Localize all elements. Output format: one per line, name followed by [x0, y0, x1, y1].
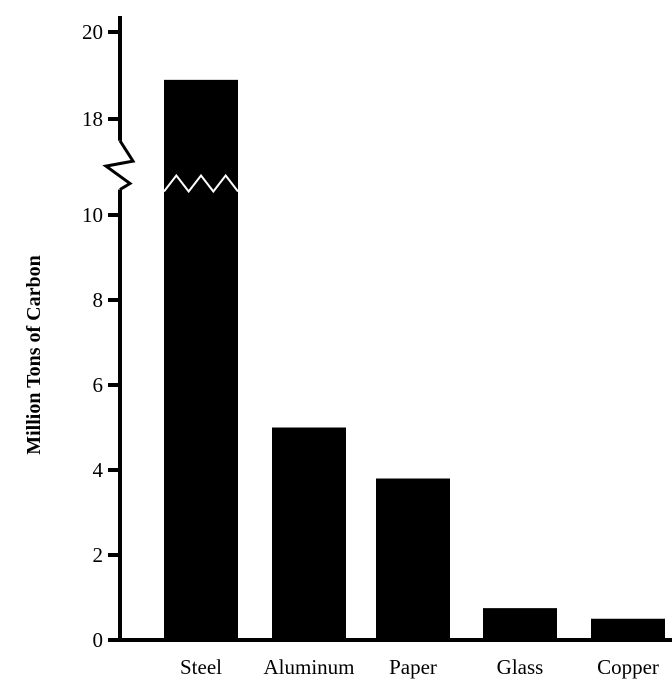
bar-steel [164, 79, 238, 641]
y-tick-label: 2 [93, 543, 104, 567]
bar-paper [376, 478, 450, 640]
bar-aluminum [272, 427, 346, 640]
x-category-label: Copper [597, 655, 659, 679]
y-tick-label: 4 [93, 458, 104, 482]
x-category-label: Glass [497, 655, 544, 679]
y-tick-label: 0 [93, 628, 104, 652]
x-category-label: Paper [389, 655, 437, 679]
y-tick-label: 8 [93, 288, 104, 312]
x-category-label: Aluminum [263, 655, 354, 679]
y-tick-label: 6 [93, 373, 104, 397]
y-tick-label: 18 [82, 107, 103, 131]
bar-copper [591, 618, 665, 640]
bar-break-mark [163, 173, 239, 194]
y-axis-label: Million Tons of Carbon [23, 255, 45, 455]
y-tick-label: 10 [82, 203, 103, 227]
axis-break-mark [102, 139, 136, 191]
y-tick-label: 20 [82, 20, 103, 44]
x-category-label: Steel [180, 655, 222, 679]
bar-glass [483, 608, 557, 640]
